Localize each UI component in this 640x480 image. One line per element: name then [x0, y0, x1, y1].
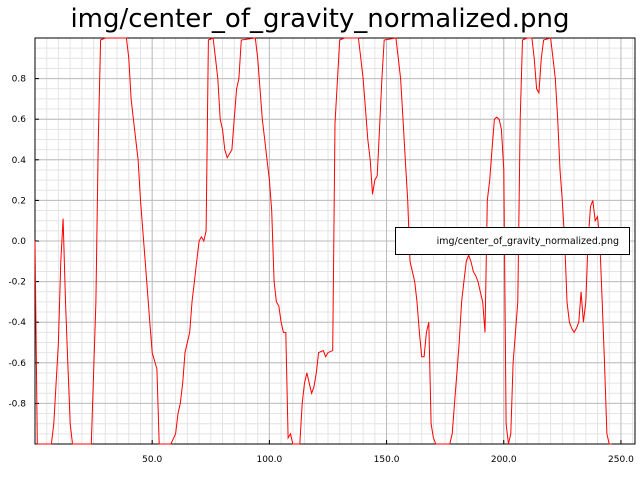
- x-tick-label: 50.0: [142, 455, 162, 465]
- y-tick-label: -0.4: [8, 318, 26, 328]
- y-tick-label: 0.2: [12, 196, 26, 206]
- legend-entry-label: img/center_of_gravity_normalized.png: [436, 236, 619, 247]
- x-tick-label: 150.0: [374, 455, 400, 465]
- y-axis-ticks: 0.8 0.6 0.4 0.2 0.0 -0.2 -0.4 -0.6 -0.8: [8, 75, 39, 409]
- legend: img/center_of_gravity_normalized.png: [395, 227, 630, 255]
- y-tick-label: 0.0: [12, 237, 27, 247]
- y-tick-label: 0.8: [12, 75, 27, 85]
- y-tick-label: 0.6: [12, 115, 27, 125]
- x-tick-label: 250.0: [608, 455, 634, 465]
- x-tick-label: 200.0: [491, 455, 517, 465]
- chart-title: img/center_of_gravity_normalized.png: [70, 4, 570, 34]
- series-line: [34, 37, 612, 445]
- series-layer: [34, 37, 612, 445]
- y-tick-label: -0.8: [8, 399, 26, 409]
- x-tick-label: 100.0: [256, 455, 282, 465]
- x-axis-ticks: 50.0 100.0 150.0 200.0 250.0: [142, 440, 634, 465]
- y-tick-label: 0.4: [12, 156, 27, 166]
- y-tick-label: -0.6: [8, 359, 26, 369]
- y-tick-label: -0.2: [8, 278, 26, 288]
